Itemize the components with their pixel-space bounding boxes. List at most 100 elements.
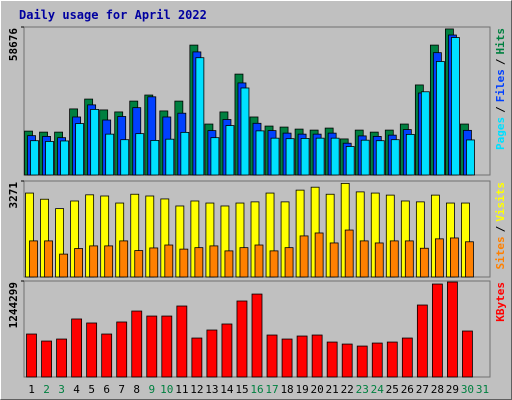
x-tick-label: 21 (326, 383, 339, 396)
bar (420, 91, 430, 176)
bar (104, 245, 114, 278)
bar (300, 138, 310, 176)
x-tick-label: 18 (280, 383, 293, 396)
bar (254, 244, 264, 278)
x-tick-label: 26 (401, 383, 414, 396)
bar (101, 333, 113, 378)
legend-separator: / (494, 58, 507, 65)
bar (45, 141, 54, 176)
legend: KBytes (494, 282, 507, 322)
legend-entry: Hits (494, 28, 507, 55)
bar (401, 337, 413, 378)
x-tick-label: 11 (175, 383, 188, 396)
legend-separator: / (494, 225, 507, 232)
bar (341, 343, 353, 378)
bar (404, 240, 414, 278)
bar (374, 242, 384, 278)
x-tick-label: 5 (88, 383, 95, 396)
bar (161, 315, 173, 378)
bar (75, 123, 85, 176)
bar (375, 140, 385, 176)
bar (330, 137, 340, 176)
bar (71, 318, 83, 378)
y-tick-label: 3271 (7, 182, 20, 209)
x-tick-label: 13 (205, 383, 218, 396)
bar (116, 321, 128, 378)
x-tick-label: 28 (431, 383, 444, 396)
bar (60, 140, 69, 176)
legend: Pages / Files / Hits (494, 28, 507, 150)
bar (360, 139, 370, 176)
bar (240, 87, 250, 176)
bar (224, 250, 234, 278)
bar (239, 247, 249, 278)
x-tick-label: 20 (311, 383, 324, 396)
bar (120, 139, 130, 176)
bar (419, 247, 429, 278)
bar (135, 133, 145, 176)
bar (405, 133, 415, 176)
x-tick-label: 3 (58, 383, 65, 396)
bar (356, 345, 368, 378)
y-tick-label: 1244299 (7, 282, 20, 328)
bar (359, 240, 369, 278)
x-tick-label: 8 (133, 383, 140, 396)
bar (236, 300, 248, 378)
bar (315, 137, 325, 176)
bar (131, 310, 143, 378)
bar (209, 245, 219, 278)
bar (371, 342, 383, 378)
bar (416, 304, 428, 378)
bar (195, 57, 205, 176)
bar (221, 323, 233, 378)
legend-separator: / (494, 106, 507, 113)
x-tick-label: 24 (371, 383, 385, 396)
bar (29, 240, 38, 278)
bar (386, 341, 398, 378)
legend-entry: Pages (494, 117, 507, 150)
bar (86, 322, 98, 378)
bar (345, 146, 355, 176)
bar (210, 137, 220, 176)
legend-entry: Sites (494, 236, 507, 269)
bar (314, 232, 324, 278)
bar (150, 140, 160, 176)
legend-entry: KBytes (494, 282, 507, 322)
bar (390, 139, 400, 176)
bar (281, 338, 293, 378)
legend-entry: Files (494, 69, 507, 102)
bar (434, 238, 444, 278)
bar (266, 334, 278, 378)
x-tick-label: 9 (148, 383, 155, 396)
bar (251, 293, 263, 378)
x-tick-label: 25 (386, 383, 399, 396)
bar (26, 333, 37, 378)
bar (180, 131, 190, 176)
legend-entry: Visits (494, 182, 507, 222)
x-tick-label: 7 (118, 383, 125, 396)
bar (134, 250, 144, 278)
x-tick-label: 17 (265, 383, 278, 396)
bar (344, 229, 354, 278)
x-tick-label: 29 (446, 383, 459, 396)
bar (451, 37, 460, 176)
bar (431, 283, 443, 378)
x-tick-label: 14 (220, 383, 234, 396)
bar (326, 341, 338, 378)
bar (225, 125, 235, 176)
x-tick-label: 1 (28, 383, 35, 396)
bar (56, 338, 67, 378)
x-tick-label: 12 (190, 383, 203, 396)
bar (255, 130, 265, 176)
bar (450, 237, 459, 278)
bar (119, 240, 129, 278)
bar (146, 315, 158, 378)
x-tick-label: 15 (235, 383, 248, 396)
bar (191, 337, 203, 378)
bar (270, 137, 280, 176)
x-tick-label: 16 (250, 383, 263, 396)
bar (59, 253, 68, 278)
bar (311, 334, 323, 378)
bar (44, 240, 53, 278)
